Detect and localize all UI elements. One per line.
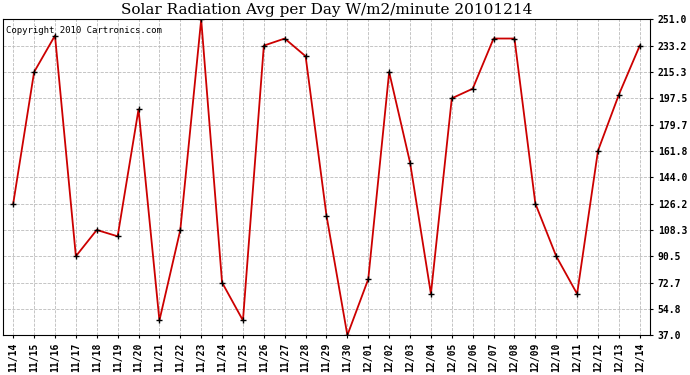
Text: Copyright 2010 Cartronics.com: Copyright 2010 Cartronics.com: [6, 26, 162, 34]
Title: Solar Radiation Avg per Day W/m2/minute 20101214: Solar Radiation Avg per Day W/m2/minute …: [121, 3, 532, 17]
